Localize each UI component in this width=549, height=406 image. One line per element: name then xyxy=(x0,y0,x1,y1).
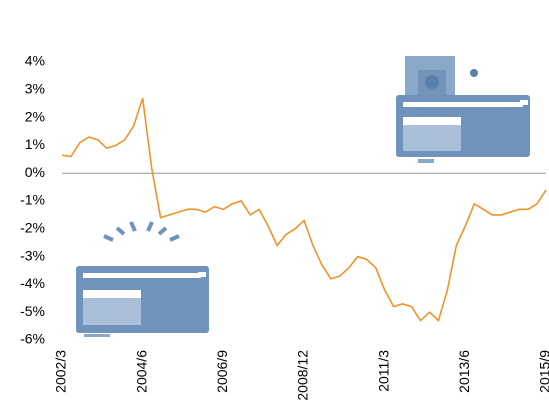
y-tick-label: 0% xyxy=(25,164,45,180)
y-tick-label: -2% xyxy=(20,220,45,236)
y-tick-label: -4% xyxy=(20,275,45,291)
y-tick-label: -3% xyxy=(20,247,45,263)
y-tick-label: 2% xyxy=(25,108,45,124)
x-tick-label: 2011/3 xyxy=(375,350,391,392)
card-icon-bottom-body xyxy=(76,266,209,337)
x-tick-label: 2008/12 xyxy=(295,350,311,401)
y-tick-label: 1% xyxy=(25,136,45,152)
x-tick-label: 2013/6 xyxy=(456,350,472,393)
y-tick-label: 4% xyxy=(25,53,45,69)
y-tick-label: -1% xyxy=(20,192,45,208)
card-icon-top xyxy=(396,56,530,163)
x-tick-label: 2006/9 xyxy=(214,350,230,393)
x-tick-label: 2015/9 xyxy=(537,350,549,393)
x-tick-label: 2002/3 xyxy=(53,350,69,393)
x-tick-label: 2004/6 xyxy=(133,350,149,393)
data-line xyxy=(61,97,547,323)
card-icon-bottom xyxy=(103,221,180,242)
y-tick-label: 3% xyxy=(25,81,45,97)
y-tick-label: -5% xyxy=(20,303,45,319)
y-tick-label: -6% xyxy=(20,331,45,347)
